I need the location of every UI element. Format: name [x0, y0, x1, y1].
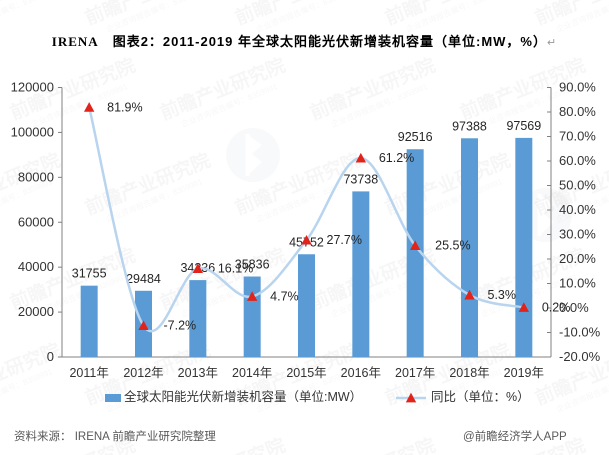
svg-text:27.7%: 27.7%: [327, 233, 362, 247]
svg-text:60000: 60000: [18, 214, 54, 229]
svg-text:50.0%: 50.0%: [559, 178, 596, 193]
svg-text:4.7%: 4.7%: [270, 289, 299, 303]
svg-text:29484: 29484: [126, 272, 161, 286]
svg-text:80.0%: 80.0%: [559, 104, 596, 119]
svg-text:2019年: 2019年: [504, 366, 544, 380]
svg-text:企业咨询报告编号：8359991: 企业咨询报告编号：8359991: [0, 0, 54, 34]
svg-text:2015年: 2015年: [286, 366, 326, 380]
svg-text:100000: 100000: [11, 124, 54, 139]
svg-text:5.3%: 5.3%: [488, 288, 517, 302]
svg-text:97388: 97388: [452, 119, 487, 133]
svg-text:全球太阳能光伏新增装机容量（单位:MW）: 全球太阳能光伏新增装机容量（单位:MW）: [124, 389, 362, 404]
svg-text:2013年: 2013年: [178, 366, 218, 380]
svg-text:10.0%: 10.0%: [559, 276, 596, 291]
svg-text:-10.0%: -10.0%: [559, 325, 601, 340]
svg-text:90.0%: 90.0%: [559, 80, 596, 95]
svg-text:81.9%: 81.9%: [107, 100, 142, 114]
svg-text:25.5%: 25.5%: [435, 239, 470, 253]
svg-text:-20.0%: -20.0%: [559, 349, 601, 364]
svg-text:40000: 40000: [18, 259, 54, 274]
svg-text:61.2%: 61.2%: [379, 151, 414, 165]
svg-text:70.0%: 70.0%: [559, 129, 596, 144]
svg-text:92516: 92516: [398, 130, 433, 144]
svg-text:40.0%: 40.0%: [559, 202, 596, 217]
svg-text:0: 0: [47, 349, 54, 364]
svg-text:2016年: 2016年: [341, 366, 381, 380]
svg-text:2011年: 2011年: [69, 366, 108, 380]
svg-text:同比（单位：%）: 同比（单位：%）: [431, 389, 530, 404]
svg-text:2012年: 2012年: [123, 366, 163, 380]
svg-text:60.0%: 60.0%: [559, 153, 596, 168]
svg-text:-7.2%: -7.2%: [164, 319, 197, 333]
svg-text:30.0%: 30.0%: [559, 227, 596, 242]
svg-text:0.2%: 0.2%: [542, 301, 571, 315]
svg-text:2018年: 2018年: [449, 366, 489, 380]
svg-text:20000: 20000: [18, 304, 54, 319]
svg-text:2017年: 2017年: [395, 366, 435, 380]
svg-text:16.1%: 16.1%: [218, 262, 253, 276]
svg-text:31755: 31755: [72, 267, 107, 281]
svg-text:20.0%: 20.0%: [559, 251, 596, 266]
svg-text:80000: 80000: [18, 169, 54, 184]
svg-text:97569: 97569: [506, 119, 541, 133]
svg-text:120000: 120000: [11, 80, 54, 95]
svg-text:2014年: 2014年: [232, 366, 272, 380]
svg-text:73738: 73738: [343, 172, 378, 186]
svg-text:前瞻产业研究院: 前瞻产业研究院: [307, 433, 439, 455]
